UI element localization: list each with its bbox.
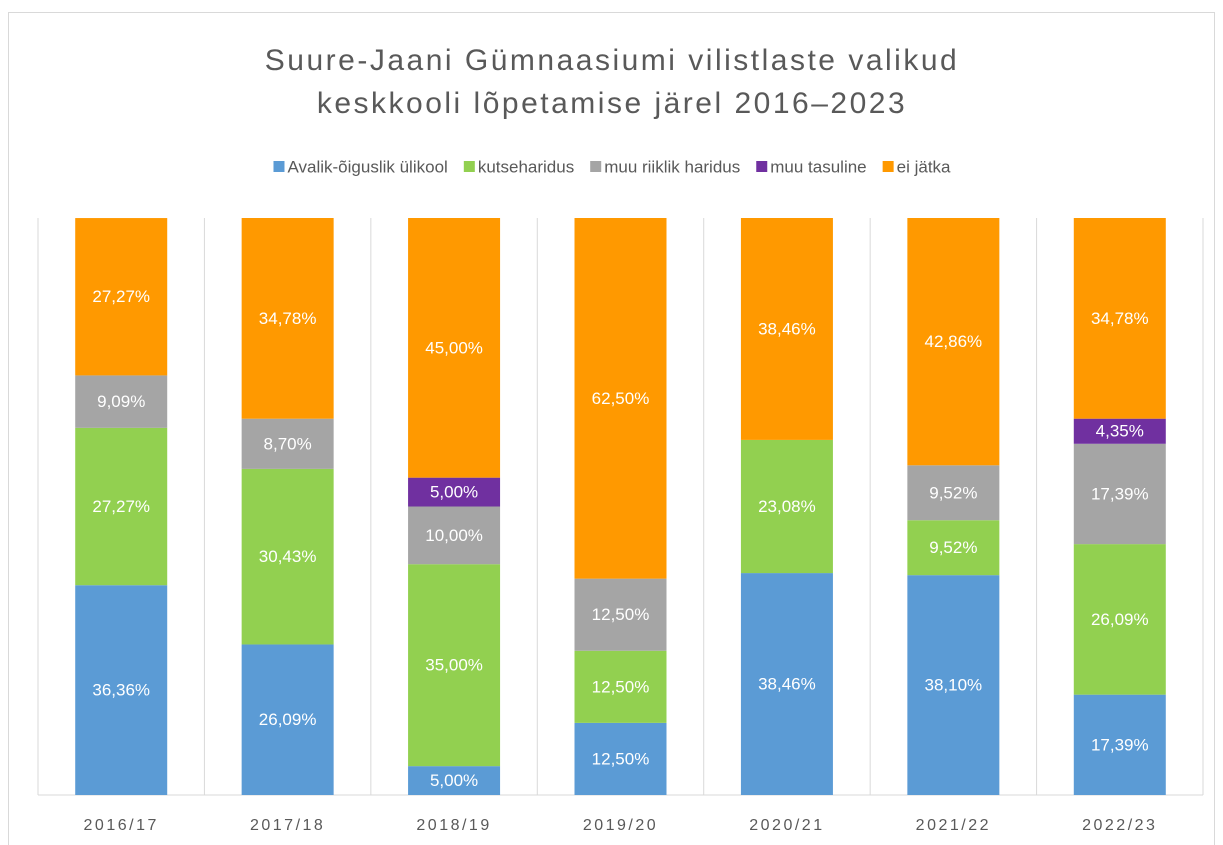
data-label: 30,43% <box>259 547 317 566</box>
bar-segment <box>574 722 667 795</box>
bar-segment <box>241 418 334 469</box>
bar-segment <box>1073 418 1166 444</box>
bar-segment <box>574 650 667 723</box>
bar-segment <box>1073 694 1166 795</box>
data-label: 38,46% <box>758 675 816 694</box>
bar-segment <box>907 575 1000 795</box>
data-label: 23,08% <box>758 497 816 516</box>
data-label: 27,27% <box>92 497 150 516</box>
bar-segment <box>241 468 334 645</box>
bar-segment <box>907 465 1000 521</box>
bar-segment <box>241 218 334 419</box>
bar-segment <box>907 520 1000 576</box>
legend-label: muu tasuline <box>770 157 866 176</box>
data-label: 26,09% <box>1091 610 1149 629</box>
bar-segment <box>408 218 501 478</box>
chart-title: Suure-Jaani Gümnaasiumi vilistlaste vali… <box>265 44 959 77</box>
data-label: 12,50% <box>592 605 650 624</box>
data-label: 17,39% <box>1091 484 1149 503</box>
data-label: 9,52% <box>929 483 977 502</box>
bar-segment <box>1073 443 1166 545</box>
x-tick-label: 2022/23 <box>1082 817 1157 834</box>
data-label: 5,00% <box>430 483 478 502</box>
legend-swatch <box>882 161 894 172</box>
legend-label: Avalik-õiguslik ülikool <box>287 157 447 176</box>
data-label: 5,00% <box>430 771 478 790</box>
bar-segment <box>408 564 501 767</box>
data-label: 10,00% <box>425 526 483 545</box>
bar-segment <box>75 375 168 428</box>
data-label: 4,35% <box>1096 422 1144 441</box>
data-label: 27,27% <box>92 287 150 306</box>
bar-segment <box>241 644 334 795</box>
data-label: 12,50% <box>592 677 650 696</box>
data-label: 17,39% <box>1091 735 1149 754</box>
chart-title: keskkooli lõpetamise järel 2016–2023 <box>317 87 907 120</box>
data-label: 26,09% <box>259 710 317 729</box>
bar-segment <box>740 439 833 574</box>
data-label: 62,50% <box>592 389 650 408</box>
legend-swatch <box>273 161 285 172</box>
data-label: 9,52% <box>929 538 977 557</box>
bar-segment <box>75 427 168 586</box>
legend-swatch <box>590 161 602 172</box>
data-label: 34,78% <box>1091 309 1149 328</box>
data-label: 8,70% <box>264 434 312 453</box>
x-tick-label: 2018/19 <box>416 817 491 834</box>
bar-segment <box>75 585 168 795</box>
x-tick-label: 2016/17 <box>84 817 159 834</box>
x-tick-label: 2021/22 <box>916 817 991 834</box>
data-label: 36,36% <box>92 681 150 700</box>
bar-segment <box>574 218 667 579</box>
data-label: 35,00% <box>425 656 483 675</box>
x-tick-label: 2020/21 <box>749 817 824 834</box>
bar-segment <box>408 766 501 795</box>
data-label: 12,50% <box>592 749 650 768</box>
bar-segment <box>907 218 1000 466</box>
legend: Avalik-õiguslik ülikool kutseharidus muu r… <box>273 157 951 176</box>
data-label: 45,00% <box>425 338 483 357</box>
data-label: 38,46% <box>758 319 816 338</box>
bar-segment <box>574 578 667 651</box>
legend-label: muu riiklik haridus <box>604 157 740 176</box>
legend-label: ei jätka <box>897 157 951 176</box>
x-tick-label: 2017/18 <box>250 817 325 834</box>
x-tick-label: 2019/20 <box>583 817 658 834</box>
bar-segment <box>740 218 833 440</box>
bar-segment <box>1073 218 1166 419</box>
data-label: 38,10% <box>925 676 983 695</box>
bar-segment <box>75 218 168 376</box>
data-label: 9,09% <box>97 392 145 411</box>
data-label: 34,78% <box>259 309 317 328</box>
legend-label: kutseharidus <box>478 157 574 176</box>
data-label: 42,86% <box>925 332 983 351</box>
legend-swatch <box>463 161 475 172</box>
legend-swatch <box>756 161 768 172</box>
bar-segment <box>408 506 501 565</box>
bar-segment <box>740 573 833 795</box>
bar-segment <box>1073 544 1166 695</box>
bar-segment <box>408 477 501 507</box>
